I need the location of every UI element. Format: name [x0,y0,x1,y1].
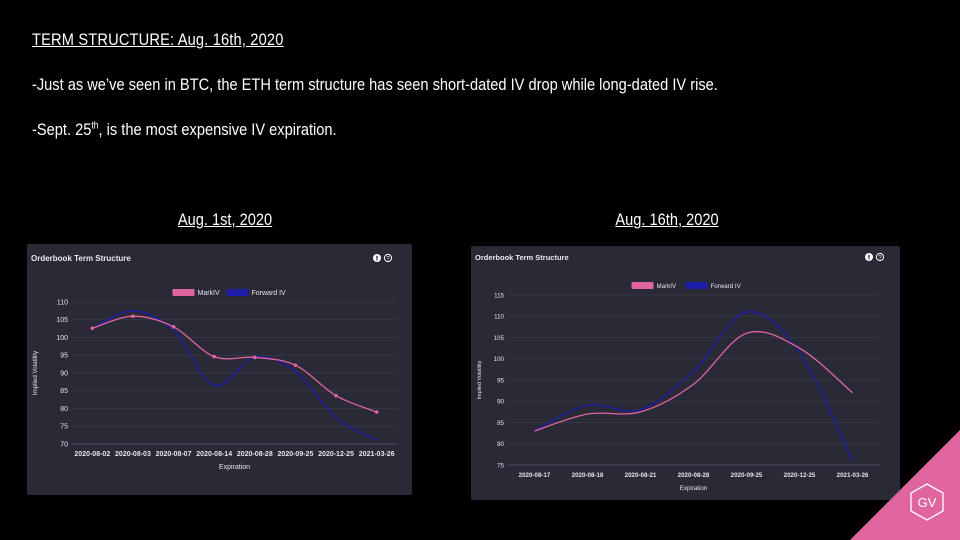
info-icon-bar [868,254,870,258]
x-axis-title: Expiration [680,485,708,492]
info-icon [865,253,873,261]
y-tick-label: 85 [60,388,68,395]
x-tick-label: 2020-08-28 [678,472,710,479]
logo-corner-triangle [850,430,960,540]
x-tick-label: 2021-03-26 [359,451,395,458]
x-tick-label: 2020-08-03 [115,451,151,458]
help-icon: ? [383,253,393,263]
info-icon [373,254,381,262]
chart-svg-aug-1: Orderbook Term Structure ? 70 75 80 85 90 95 100… [31,253,397,471]
y-tick-label: 95 [60,353,68,360]
logo-hexagon [910,483,944,521]
bullet-sept-prefix: -Sept. 25 [32,120,92,139]
logo-text: GV [918,495,937,510]
x-tick-label: 2020-09-25 [278,451,314,458]
x-axis-title: Expiration [219,464,250,471]
data-point-markiv [131,314,135,318]
y-tick-label: 115 [494,292,504,299]
info-icon-dot [376,259,378,261]
legend-swatch [631,282,654,289]
y-tick-label: 95 [497,377,504,384]
x-tick-label: 2020-09-25 [731,472,763,479]
series-line-markiv [534,330,853,432]
help-icon-mark: ? [878,255,882,261]
x-tick-label: 2021-03-26 [837,472,869,479]
legend-label: MarkIV [198,290,221,297]
y-tick-label: 80 [497,441,504,448]
y-tick-label: 110 [57,299,68,306]
y-tick-label: 80 [60,406,68,413]
y-tick-label: 90 [60,370,68,377]
y-tick-label: 100 [56,335,68,342]
bullet-sept-sup: th [91,120,99,132]
x-tick-label: 2020-12-25 [784,472,816,479]
data-point-markiv [171,325,176,329]
legend-swatch [685,282,708,289]
x-tick-label: 2020-08-14 [196,451,232,458]
help-icon-mark: ? [386,256,390,262]
help-icon-circle [383,253,393,263]
data-point-markiv [90,326,95,331]
chart-panel-aug-1: Orderbook Term Structure? 70 75 80 85 90 95 100… [27,244,412,495]
chart-heading-aug-1: Aug. 1st, 2020 [177,210,273,229]
y-tick-label: 85 [497,420,504,427]
legend-swatch [226,289,249,296]
x-tick-label: 2020-12-25 [318,451,354,458]
x-tick-label: 2020-08-21 [625,472,657,479]
series-line-forward-iv [92,310,378,442]
y-tick-label: 100 [494,356,505,363]
chart-panel-title: Orderbook Term Structure [31,254,131,263]
x-tick-label: 2020-08-28 [237,451,273,458]
data-point-markiv [374,410,379,414]
info-icon-dot [868,258,870,260]
chart-panel-aug-16: Orderbook Term Structure? 75 80 85 90 95 100 10… [471,246,900,500]
data-point-markiv [334,393,338,398]
legend-label: Forward IV [711,283,742,290]
y-tick-label: 105 [56,317,68,324]
y-axis-title: Implied Volatility [32,350,39,395]
slide-title: TERM STRUCTURE: Aug. 16th, 2020 [32,30,284,49]
bullet-sept-suffix: , is the most expensive IV expiration. [98,120,337,139]
y-tick-label: 90 [497,399,504,406]
info-icon-bar [376,255,378,259]
help-icon: ? [875,252,885,262]
legend-swatch [172,289,195,296]
y-tick-label: 110 [494,314,504,321]
chart-heading-aug-16: Aug. 16th, 2020 [615,210,719,229]
series-line-forward-iv [534,311,854,462]
series-line-markiv [92,315,377,413]
bullet-sept-expiration: -Sept. 25th, is the most expensive IV ex… [32,120,337,140]
y-tick-label: 75 [60,424,68,431]
y-axis-title: Implied Volatility [477,360,483,399]
x-tick-label: 2020-08-07 [156,451,192,458]
x-tick-label: 2020-08-17 [519,472,551,479]
legend-label: Forward IV [252,290,287,297]
x-tick-label: 2020-08-18 [572,472,604,479]
data-point-markiv [212,354,216,359]
y-tick-label: 105 [494,335,505,342]
x-tick-label: 2020-08-02 [74,451,110,458]
data-point-markiv [293,363,298,367]
chart-svg-aug-16: Orderbook Term Structure ? 75 80 85 90 95 100 10… [475,252,885,492]
y-tick-label: 75 [497,462,504,469]
chart-panel-title: Orderbook Term Structure [475,253,569,262]
help-icon-circle [875,252,885,262]
legend-label: MarkIV [657,283,677,290]
y-tick-label: 70 [60,441,68,448]
data-point-markiv [253,355,257,360]
gv-logo: GV [850,430,960,540]
bullet-term-structure: -Just as we’ve seen in BTC, the ETH term… [32,75,718,94]
